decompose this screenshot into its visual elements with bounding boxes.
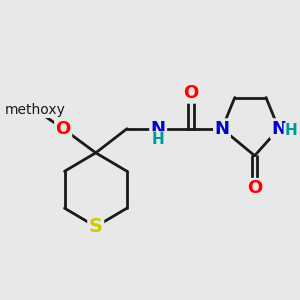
Text: O: O [56, 120, 71, 138]
Text: S: S [89, 217, 103, 236]
Text: H: H [284, 124, 297, 139]
Text: O: O [247, 179, 262, 197]
Text: methoxy: methoxy [4, 103, 65, 117]
Text: N: N [151, 120, 166, 138]
Text: N: N [271, 120, 286, 138]
Text: H: H [152, 132, 165, 147]
Text: N: N [214, 120, 230, 138]
Text: O: O [183, 84, 198, 102]
